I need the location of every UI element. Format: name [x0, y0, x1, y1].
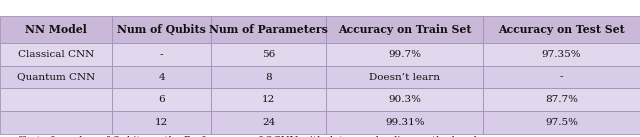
Bar — [483, 111, 640, 134]
Bar — [483, 43, 640, 66]
Bar — [112, 43, 211, 66]
Bar — [326, 43, 483, 66]
Text: 12: 12 — [155, 118, 168, 127]
Text: Doesn’t learn: Doesn’t learn — [369, 73, 440, 82]
Text: Num of Parameters: Num of Parameters — [209, 24, 328, 35]
Bar — [483, 88, 640, 111]
Bar — [0, 16, 112, 43]
Text: 56: 56 — [262, 50, 275, 59]
Text: 12: 12 — [262, 95, 275, 104]
Text: 97.35%: 97.35% — [542, 50, 581, 59]
Bar — [0, 88, 112, 111]
Bar — [211, 66, 326, 88]
Text: 97.5%: 97.5% — [545, 118, 578, 127]
Bar — [112, 111, 211, 134]
Text: 24: 24 — [262, 118, 275, 127]
Text: NN Model: NN Model — [25, 24, 87, 35]
Text: 99.7%: 99.7% — [388, 50, 421, 59]
Text: s effect of number of Qubits on the Performance of QCNN with data reuploading me: s effect of number of Qubits on the Perf… — [3, 136, 476, 137]
Bar — [112, 16, 211, 43]
Bar — [211, 111, 326, 134]
Bar — [112, 88, 211, 111]
Text: Accuracy on Train Set: Accuracy on Train Set — [338, 24, 472, 35]
Text: Accuracy on Test Set: Accuracy on Test Set — [498, 24, 625, 35]
Text: Num of Qubits: Num of Qubits — [117, 24, 206, 35]
Bar — [326, 66, 483, 88]
Bar — [0, 66, 112, 88]
Text: 87.7%: 87.7% — [545, 95, 578, 104]
Bar — [483, 66, 640, 88]
Text: Classical CNN: Classical CNN — [18, 50, 94, 59]
Bar — [211, 88, 326, 111]
Bar — [326, 111, 483, 134]
Bar — [483, 16, 640, 43]
Bar — [0, 43, 112, 66]
Text: 6: 6 — [158, 95, 165, 104]
Text: -: - — [160, 50, 163, 59]
Bar — [326, 16, 483, 43]
Text: Quantum CNN: Quantum CNN — [17, 73, 95, 82]
Text: 4: 4 — [158, 73, 165, 82]
Bar — [211, 16, 326, 43]
Text: 90.3%: 90.3% — [388, 95, 421, 104]
Bar — [211, 43, 326, 66]
Bar — [112, 66, 211, 88]
Bar — [0, 111, 112, 134]
Text: 99.31%: 99.31% — [385, 118, 424, 127]
Text: -: - — [560, 73, 563, 82]
Text: 8: 8 — [266, 73, 272, 82]
Bar — [326, 88, 483, 111]
